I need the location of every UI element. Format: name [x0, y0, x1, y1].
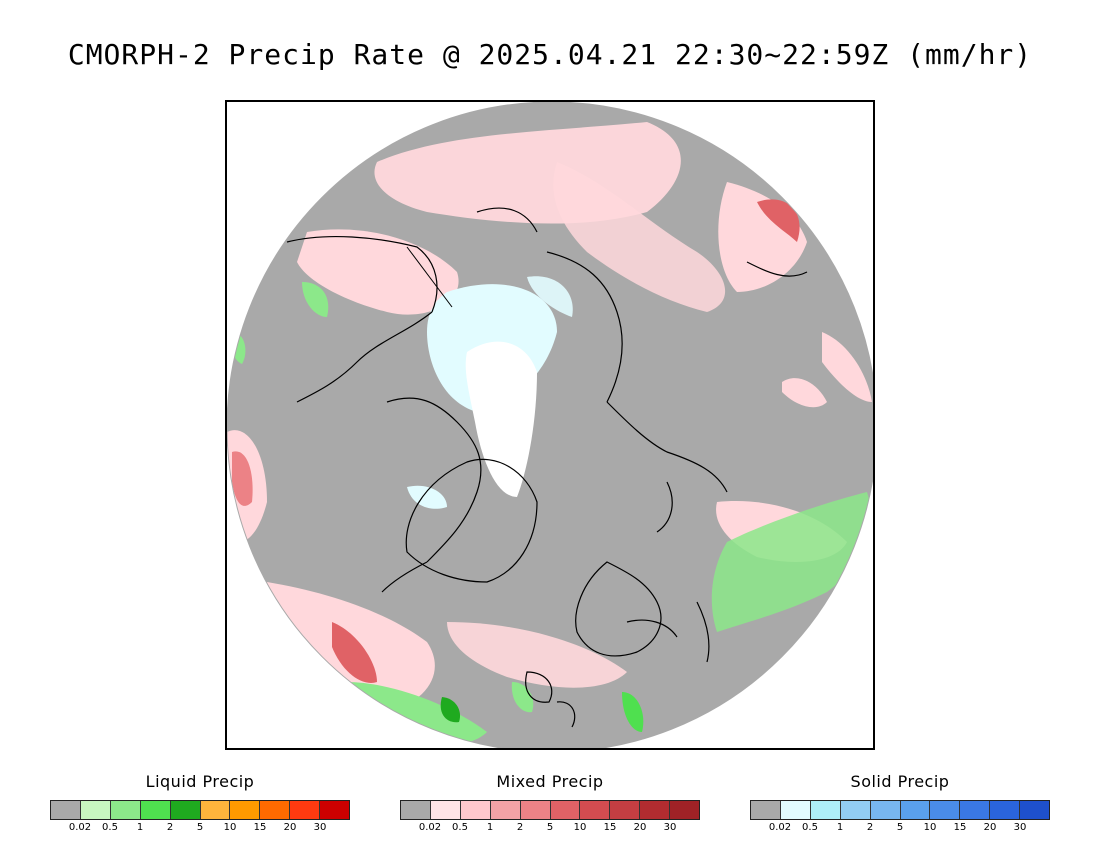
tick-label: 15 [953, 822, 967, 833]
legend-title: Liquid Precip [145, 772, 255, 791]
liquid-precip-area [511, 682, 534, 713]
color-swatch [170, 801, 201, 819]
color-swatch [51, 801, 81, 819]
color-swatch [580, 801, 611, 819]
mixed-precip-heavy [332, 622, 377, 683]
tick-label: 0.02 [418, 822, 442, 833]
color-bar [400, 800, 700, 820]
liquid-precip-area [302, 282, 329, 317]
color-swatch [460, 801, 491, 819]
liquid-precip-heavy [440, 697, 461, 723]
tick-label: 2 [866, 822, 874, 833]
color-swatch [751, 801, 781, 819]
color-swatch [780, 801, 811, 819]
tick-label: 10 [573, 822, 587, 833]
tick-label: 0.02 [768, 822, 792, 833]
solid-precip-area [465, 341, 537, 497]
tick-label: 20 [283, 822, 297, 833]
mixed-precip-area [447, 622, 627, 688]
tick-label: 20 [983, 822, 997, 833]
color-swatch [810, 801, 841, 819]
color-swatch [960, 801, 991, 819]
mixed-precip-area [822, 332, 872, 402]
liquid-precip-area [622, 692, 644, 732]
color-swatch [230, 801, 261, 819]
color-swatch [990, 801, 1021, 819]
legend-title: Mixed Precip [496, 772, 604, 791]
mixed-precip-area [782, 378, 827, 408]
color-swatch [320, 801, 350, 819]
tick-label: 20 [633, 822, 647, 833]
color-swatch [610, 801, 641, 819]
legend-solid: Solid Precip 0.02 0.5 1 2 5 10 15 20 30 [750, 772, 1050, 836]
tick-label: 0.5 [102, 822, 118, 833]
polar-map [225, 100, 875, 750]
mixed-precip-heavy [232, 451, 253, 506]
color-swatch [290, 801, 321, 819]
tick-label: 30 [1013, 822, 1027, 833]
color-swatch [930, 801, 961, 819]
tick-label: 5 [196, 822, 204, 833]
color-bar [750, 800, 1050, 820]
solid-precip-area [407, 485, 447, 509]
color-swatch [870, 801, 901, 819]
color-swatch [900, 801, 931, 819]
color-swatch [670, 801, 700, 819]
tick-label: 1 [836, 822, 844, 833]
liquid-precip-area [711, 492, 871, 632]
tick-label: 5 [546, 822, 554, 833]
legend-liquid: Liquid Precip 0.02 0.5 1 2 5 10 15 20 30 [50, 772, 350, 836]
color-swatch [140, 801, 171, 819]
tick-labels: 0.02 0.5 1 2 5 10 15 20 30 [400, 822, 700, 836]
legend-mixed: Mixed Precip 0.02 0.5 1 2 5 10 15 20 30 [400, 772, 700, 836]
coastlines [286, 207, 808, 728]
precip-overlays [227, 122, 872, 747]
color-swatch [401, 801, 431, 819]
border-line [406, 246, 453, 308]
tick-label: 15 [253, 822, 267, 833]
color-swatch [490, 801, 521, 819]
chart-title: CMORPH-2 Precip Rate @ 2025.04.21 22:30~… [67, 38, 1033, 71]
color-swatch [260, 801, 291, 819]
mixed-precip-area [297, 229, 459, 315]
tick-label: 2 [166, 822, 174, 833]
tick-label: 30 [313, 822, 327, 833]
tick-label: 1 [486, 822, 494, 833]
color-swatch [640, 801, 671, 819]
color-swatch [550, 801, 581, 819]
solid-precip-area [527, 276, 573, 317]
color-swatch [1020, 801, 1050, 819]
color-swatch [430, 801, 461, 819]
tick-label: 0.5 [802, 822, 818, 833]
legend-title: Solid Precip [850, 772, 950, 791]
color-swatch [80, 801, 111, 819]
color-bar [50, 800, 350, 820]
tick-label: 1 [136, 822, 144, 833]
mixed-precip-heavy [757, 199, 800, 242]
tick-label: 2 [516, 822, 524, 833]
tick-label: 15 [603, 822, 617, 833]
tick-label: 0.5 [452, 822, 468, 833]
color-swatch [110, 801, 141, 819]
tick-labels: 0.02 0.5 1 2 5 10 15 20 30 [750, 822, 1050, 836]
tick-label: 30 [663, 822, 677, 833]
polar-map-canvas [227, 102, 873, 748]
tick-label: 10 [223, 822, 237, 833]
mixed-precip-area [553, 162, 726, 312]
tick-labels: 0.02 0.5 1 2 5 10 15 20 30 [50, 822, 350, 836]
mixed-precip-area [718, 182, 807, 292]
tick-label: 10 [923, 822, 937, 833]
tick-label: 5 [896, 822, 904, 833]
tick-label: 0.02 [68, 822, 92, 833]
color-swatch [200, 801, 231, 819]
color-swatch [520, 801, 551, 819]
color-swatch [840, 801, 871, 819]
